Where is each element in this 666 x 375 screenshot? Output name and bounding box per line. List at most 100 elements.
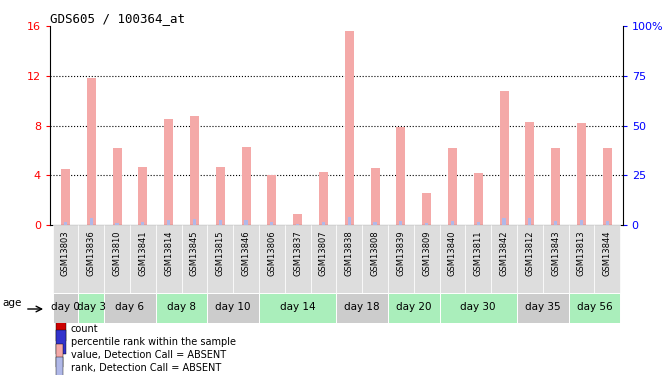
Text: GSM13846: GSM13846 (242, 230, 250, 276)
Bar (53, 225, 79, 292)
Text: GSM13840: GSM13840 (448, 230, 457, 276)
Bar (104, 292, 156, 322)
Text: GSM13812: GSM13812 (525, 230, 534, 276)
Text: GDS605 / 100364_at: GDS605 / 100364_at (50, 12, 185, 25)
Bar (466, 225, 491, 292)
Bar (193, 219, 196, 225)
Bar (310, 225, 336, 292)
Text: GSM13841: GSM13841 (139, 230, 147, 276)
Text: day 3: day 3 (77, 303, 106, 312)
Bar (400, 220, 402, 225)
Bar (56, 344, 63, 367)
Bar (242, 147, 250, 225)
Bar (370, 168, 380, 225)
Bar (167, 220, 170, 225)
Text: GSM13803: GSM13803 (61, 230, 70, 276)
Bar (580, 220, 583, 225)
Text: GSM13814: GSM13814 (164, 230, 173, 276)
Bar (388, 292, 440, 322)
Bar (422, 193, 431, 225)
Bar (293, 214, 302, 225)
Bar (244, 220, 248, 225)
Bar (270, 222, 273, 225)
Text: day 8: day 8 (167, 303, 196, 312)
Bar (440, 225, 466, 292)
Bar (56, 317, 66, 341)
Bar (322, 222, 325, 225)
Text: day 35: day 35 (525, 303, 561, 312)
Bar (156, 292, 207, 322)
Bar (396, 127, 406, 225)
Text: day 30: day 30 (460, 303, 496, 312)
Text: percentile rank within the sample: percentile rank within the sample (71, 337, 236, 347)
Bar (362, 225, 388, 292)
Bar (491, 225, 517, 292)
Bar (451, 221, 454, 225)
Bar (569, 225, 594, 292)
Bar (336, 292, 388, 322)
Text: GSM13808: GSM13808 (370, 230, 380, 276)
Text: count: count (71, 324, 98, 334)
Bar (348, 217, 351, 225)
Text: GSM13815: GSM13815 (216, 230, 224, 276)
Text: day 10: day 10 (215, 303, 251, 312)
Bar (90, 219, 93, 225)
Bar (259, 292, 336, 322)
Bar (569, 292, 620, 322)
Text: GSM13836: GSM13836 (87, 230, 96, 276)
Bar (56, 330, 66, 354)
Bar (61, 169, 70, 225)
Bar (577, 123, 586, 225)
Bar (207, 292, 259, 322)
Bar (218, 220, 222, 225)
Bar (296, 224, 299, 225)
Bar (414, 225, 440, 292)
Bar (156, 225, 182, 292)
Bar (139, 166, 147, 225)
Bar (517, 292, 569, 322)
Bar (477, 222, 480, 225)
Text: day 6: day 6 (115, 303, 145, 312)
Bar (233, 225, 259, 292)
Text: day 18: day 18 (344, 303, 380, 312)
Bar (64, 222, 67, 225)
Bar (554, 221, 557, 225)
Text: day 20: day 20 (396, 303, 432, 312)
Bar (130, 225, 156, 292)
Text: GSM13813: GSM13813 (577, 230, 586, 276)
Bar (528, 218, 531, 225)
Text: GSM13843: GSM13843 (551, 230, 560, 276)
Bar (267, 176, 276, 225)
Bar (79, 292, 104, 322)
Bar (164, 119, 173, 225)
Bar (502, 218, 505, 225)
Bar (113, 148, 121, 225)
Bar (319, 172, 328, 225)
Text: GSM13809: GSM13809 (422, 230, 431, 276)
Bar (543, 225, 569, 292)
Text: GSM13838: GSM13838 (345, 230, 354, 276)
Bar (603, 148, 612, 225)
Bar (605, 221, 609, 225)
Bar (517, 225, 543, 292)
Bar (87, 78, 96, 225)
Text: GSM13811: GSM13811 (474, 230, 483, 276)
Bar (525, 122, 534, 225)
Bar (425, 223, 428, 225)
Bar (190, 116, 199, 225)
Text: GSM13806: GSM13806 (267, 230, 276, 276)
Bar (551, 148, 560, 225)
Bar (53, 292, 79, 322)
Text: GSM13842: GSM13842 (500, 230, 509, 276)
Bar (374, 222, 376, 225)
Text: value, Detection Call = ABSENT: value, Detection Call = ABSENT (71, 350, 226, 360)
Bar (448, 148, 457, 225)
Bar (345, 31, 354, 225)
Text: day 56: day 56 (577, 303, 612, 312)
Bar (336, 225, 362, 292)
Bar (440, 292, 517, 322)
Text: GSM13844: GSM13844 (603, 230, 612, 276)
Text: GSM13837: GSM13837 (293, 230, 302, 276)
Text: day 14: day 14 (280, 303, 316, 312)
Text: GSM13807: GSM13807 (319, 230, 328, 276)
